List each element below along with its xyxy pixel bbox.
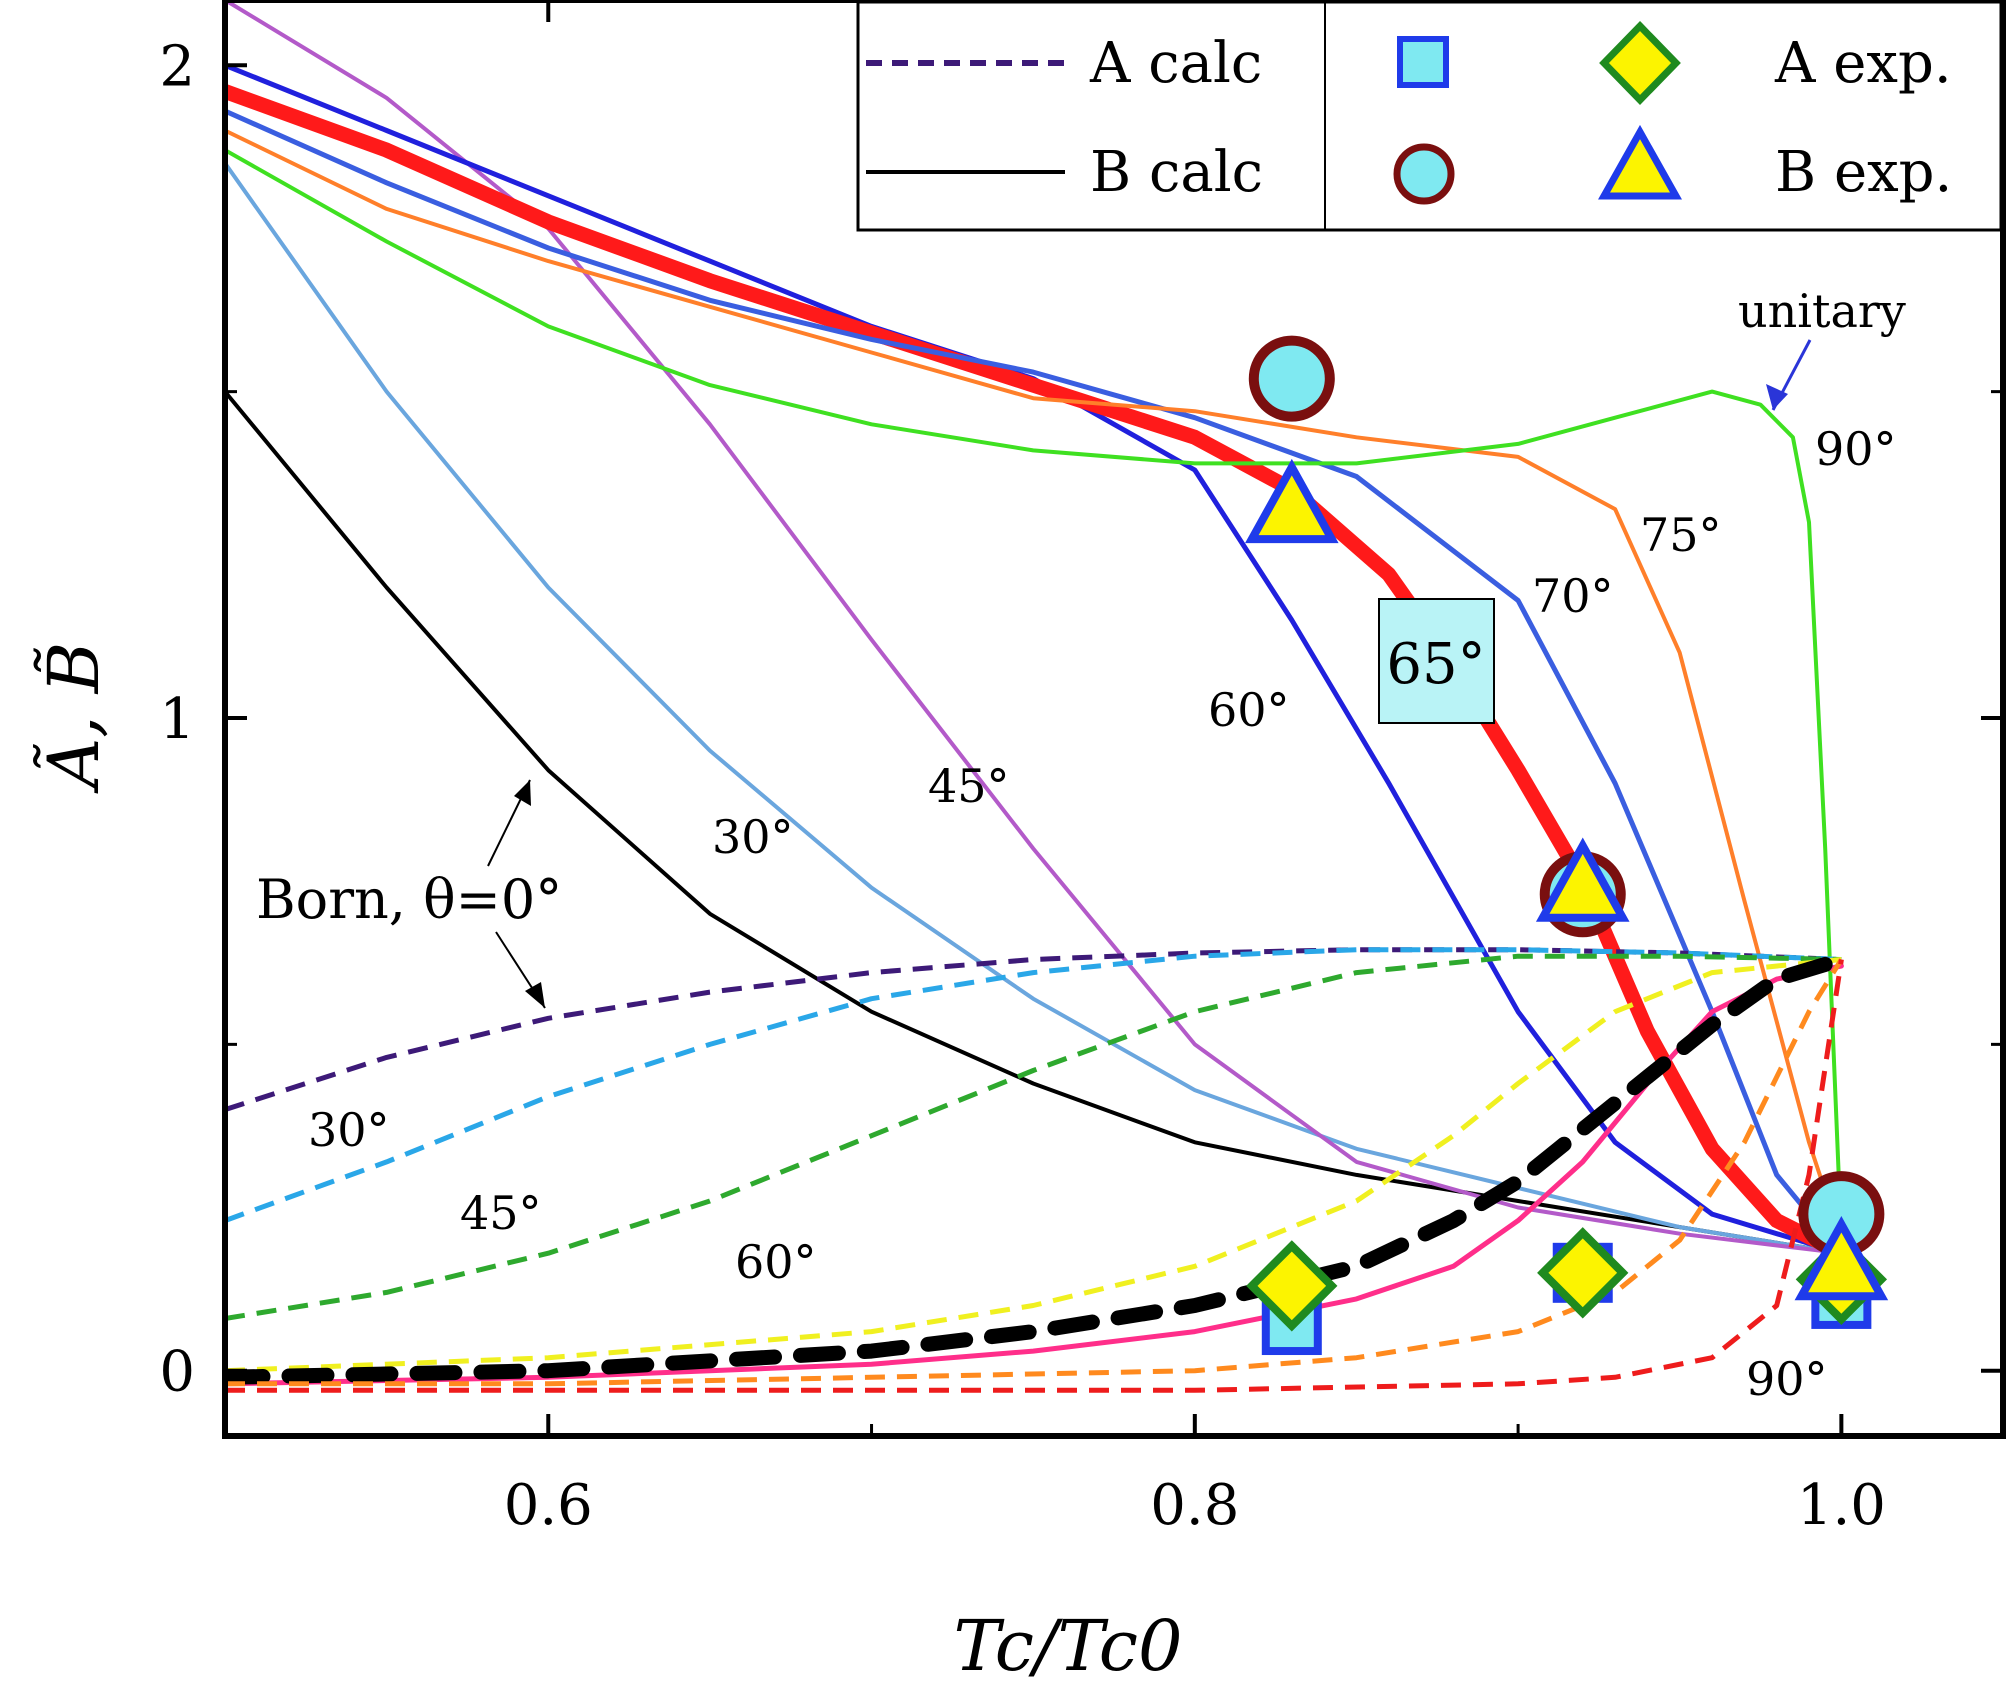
marker-circle-6 xyxy=(1248,335,1335,422)
series-line-4 xyxy=(225,83,1849,1261)
series-line-13 xyxy=(225,952,1849,1385)
legend-a-calc-label: A calc xyxy=(1089,31,1262,96)
marker-diamond-3 xyxy=(1246,1240,1338,1332)
born-arrow-down-head xyxy=(525,982,545,1008)
legend-b-calc-label: B calc xyxy=(1090,140,1263,205)
annotation-b-30: 30° xyxy=(712,810,794,864)
y-axis-title: Ã, B̃ xyxy=(33,642,115,795)
series-line-7 xyxy=(225,148,1844,1243)
series-line-14 xyxy=(225,958,1844,1387)
legend: A calc B calc A exp. B exp. xyxy=(856,0,2003,232)
marker-triangle-11 xyxy=(1794,1216,1889,1301)
y-tick-label-1: 1 xyxy=(159,687,195,752)
marker-diamond-4 xyxy=(1537,1227,1629,1319)
annotation-a-60: 60° xyxy=(735,1235,817,1289)
marker-triangle-10 xyxy=(1535,837,1630,922)
series-line-12 xyxy=(225,957,1842,1374)
legend-b-exp-label: B exp. xyxy=(1775,140,1952,205)
x-tick-label-2: 1.0 xyxy=(1797,1473,1886,1538)
legend-square-marker xyxy=(1397,36,1449,88)
annotation-b-75: 75° xyxy=(1640,508,1722,562)
annotation-a-30: 30° xyxy=(308,1103,390,1157)
y-tick-label-0: 0 xyxy=(159,1340,195,1405)
unitary-arrow-head xyxy=(1766,384,1788,410)
annotation-b-90: 90° xyxy=(1815,422,1897,476)
series-line-1 xyxy=(225,161,1844,1256)
annotation-a-45: 45° xyxy=(460,1186,542,1240)
x-tick-label-0: 0.6 xyxy=(504,1473,593,1538)
series-line-8 xyxy=(225,963,1844,1387)
y-tick-label-2: 2 xyxy=(159,34,195,99)
annotation-b-45: 45° xyxy=(928,759,1010,813)
series-line-3 xyxy=(225,62,1844,1256)
annotation-b-65: 65° xyxy=(1386,632,1485,697)
series-line-0 xyxy=(225,389,1844,1256)
x-axis-title: Tc/Tc0 xyxy=(953,1605,1182,1687)
x-tick-label-1: 0.8 xyxy=(1150,1473,1239,1538)
marker-triangle-9 xyxy=(1245,458,1339,544)
born-arrow-up-head xyxy=(514,780,531,806)
series-line-2 xyxy=(225,0,1844,1256)
legend-diamond-marker xyxy=(1599,20,1681,106)
series-line-6 xyxy=(225,128,1844,1243)
legend-a-exp-label: A exp. xyxy=(1774,31,1952,96)
legend-circle-marker xyxy=(1393,143,1455,205)
legend-triangle-marker xyxy=(1598,124,1682,200)
marker-layer xyxy=(1245,335,1889,1356)
series-line-15 xyxy=(225,959,1844,1393)
annotation-unitary: unitary xyxy=(1738,284,1906,338)
series-line-10 xyxy=(225,947,1842,1223)
annotation-b-60: 60° xyxy=(1208,683,1290,737)
tick-layer: 0.6 0.8 1.0 0 1 2 xyxy=(159,0,2003,1538)
annotation-b-70: 70° xyxy=(1532,569,1614,623)
annotation-born: Born, θ=0° xyxy=(256,868,562,931)
annotations: unitary 90° 75° 70° 60° 65° 45° 30° Born… xyxy=(256,284,1906,1406)
annotation-65-box xyxy=(1378,598,1495,724)
series-layer xyxy=(225,0,1849,1393)
annotation-a-90: 90° xyxy=(1746,1352,1828,1406)
series-line-11 xyxy=(225,953,1842,1321)
